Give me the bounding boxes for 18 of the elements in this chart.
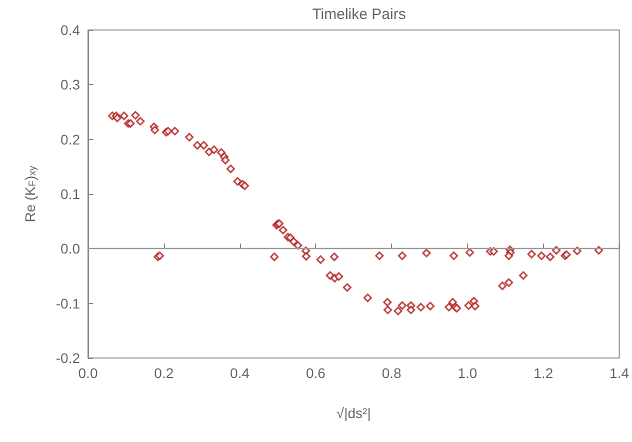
x-tick-label: 0.8 (382, 365, 402, 381)
x-tick-label: 1.2 (534, 365, 554, 381)
x-tick-label: 1.0 (458, 365, 478, 381)
y-tick-label: -0.1 (56, 295, 80, 312)
x-tick-label: 0.0 (78, 365, 98, 381)
y-tick-label: 0.1 (60, 186, 80, 202)
y-tick-label: 0.4 (60, 22, 80, 38)
x-tick-label: 0.6 (306, 365, 326, 381)
y-axis-title: Re (KF)xy (22, 166, 38, 222)
x-tick-label: 0.2 (154, 365, 174, 381)
x-axis-title: √|ds²| (336, 405, 371, 421)
y-tick-label: 0.3 (60, 76, 80, 93)
y-tick-label: 0.0 (60, 240, 80, 257)
chart-title: Timelike Pairs (312, 6, 406, 23)
y-tick-label: -0.2 (56, 350, 80, 366)
x-tick-label: 1.4 (610, 365, 630, 381)
x-tick-label: 0.4 (230, 365, 250, 381)
y-tick-label: 0.2 (60, 131, 80, 148)
